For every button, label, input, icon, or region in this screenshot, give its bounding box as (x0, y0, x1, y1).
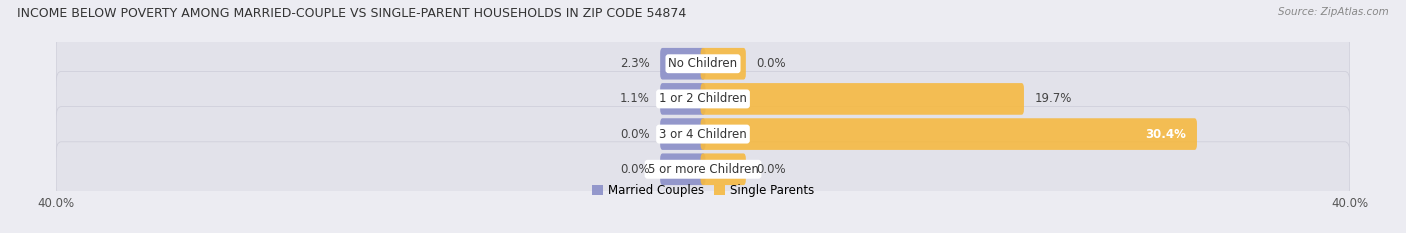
Text: 3 or 4 Children: 3 or 4 Children (659, 128, 747, 140)
Text: 1 or 2 Children: 1 or 2 Children (659, 93, 747, 105)
FancyBboxPatch shape (56, 72, 1350, 126)
FancyBboxPatch shape (56, 142, 1350, 197)
Text: 19.7%: 19.7% (1035, 93, 1071, 105)
Text: 0.0%: 0.0% (756, 163, 786, 176)
Text: 0.0%: 0.0% (620, 163, 650, 176)
FancyBboxPatch shape (661, 153, 706, 185)
FancyBboxPatch shape (661, 83, 706, 115)
Text: 2.3%: 2.3% (620, 57, 650, 70)
Text: 0.0%: 0.0% (620, 128, 650, 140)
Text: 1.1%: 1.1% (620, 93, 650, 105)
FancyBboxPatch shape (700, 118, 1197, 150)
FancyBboxPatch shape (700, 48, 745, 80)
FancyBboxPatch shape (661, 118, 706, 150)
FancyBboxPatch shape (700, 83, 1024, 115)
Text: INCOME BELOW POVERTY AMONG MARRIED-COUPLE VS SINGLE-PARENT HOUSEHOLDS IN ZIP COD: INCOME BELOW POVERTY AMONG MARRIED-COUPL… (17, 7, 686, 20)
Legend: Married Couples, Single Parents: Married Couples, Single Parents (592, 184, 814, 197)
FancyBboxPatch shape (56, 36, 1350, 91)
Text: 0.0%: 0.0% (756, 57, 786, 70)
Text: No Children: No Children (668, 57, 738, 70)
Text: 5 or more Children: 5 or more Children (648, 163, 758, 176)
FancyBboxPatch shape (56, 107, 1350, 161)
Text: 30.4%: 30.4% (1146, 128, 1187, 140)
FancyBboxPatch shape (661, 48, 706, 80)
Text: Source: ZipAtlas.com: Source: ZipAtlas.com (1278, 7, 1389, 17)
FancyBboxPatch shape (700, 153, 745, 185)
